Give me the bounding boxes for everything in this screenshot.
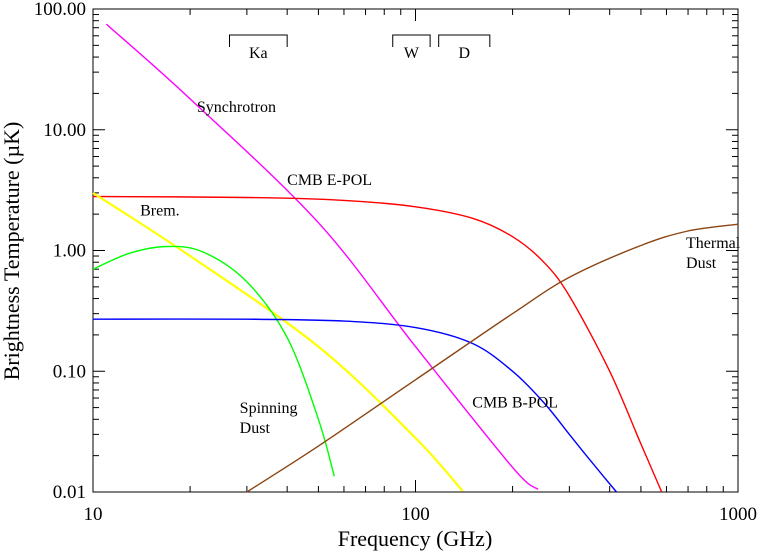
series-label-spinning-dust: Spinning Dust	[240, 400, 298, 437]
y-tick-label: 10.00	[43, 120, 86, 141]
x-tick-labels: 10 100 1000	[84, 504, 758, 525]
series-label-cmb-e-pol: CMB E-POL	[287, 172, 372, 189]
x-tick-label: 100	[401, 504, 430, 525]
series-line-spinning-dust	[92, 245, 335, 477]
y-axis-title: Brightness Temperature (µK)	[0, 122, 24, 381]
band-label-d: D	[458, 45, 470, 62]
y-tick-label: 0.01	[53, 482, 86, 503]
series-line-cmb-b-pol	[92, 318, 618, 493]
series-label-cmb-b-pol: CMB B-POL	[472, 395, 558, 412]
band-label-ka: Ka	[249, 45, 268, 62]
y-tick-labels: 0.01 0.10 1.00 10.00 100.00	[34, 0, 86, 503]
minor-ticks	[93, 9, 738, 492]
y-tick-label: 0.10	[53, 361, 86, 382]
band-bracket-ka	[228, 34, 288, 47]
x-tick-label: 1000	[719, 504, 757, 525]
plot-frame	[92, 8, 739, 493]
y-tick-label: 100.00	[34, 0, 86, 20]
series-labels: Synchrotron CMB E-POL Brem. Spinning Dust CMB…	[140, 99, 741, 437]
y-tick-label: 1.00	[53, 241, 86, 262]
x-tick-label: 10	[84, 504, 103, 525]
series-line-synchrotron	[105, 23, 539, 490]
series-curves	[92, 23, 739, 493]
series-line-thermal-dust	[246, 223, 739, 493]
band-bracket-d	[438, 34, 491, 47]
series-label-synchrotron: Synchrotron	[197, 99, 276, 116]
series-line-brem	[92, 191, 464, 492]
major-ticks	[92, 8, 739, 493]
series-label-thermal-dust: Thermal Dust	[686, 235, 741, 272]
series-label-brem: Brem.	[140, 202, 180, 219]
band-label-w: W	[404, 45, 420, 62]
series-line-cmb-e-pol	[92, 195, 663, 493]
band-bracket-w	[392, 34, 431, 47]
frequency-bands: Ka W D	[228, 34, 491, 62]
x-axis-title: Frequency (GHz)	[338, 526, 493, 551]
